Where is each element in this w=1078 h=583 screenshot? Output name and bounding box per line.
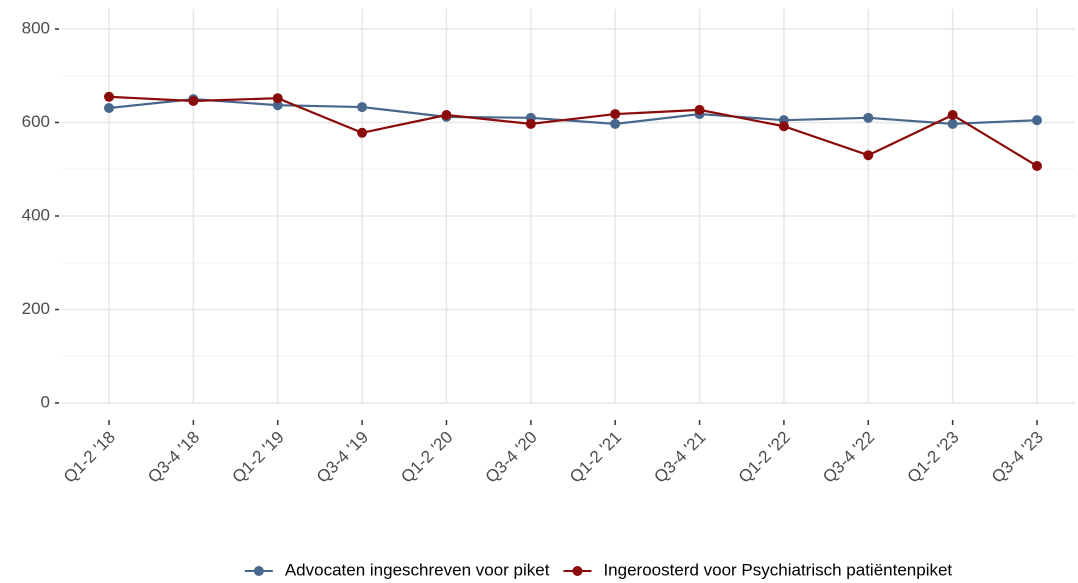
legend-label: Ingeroosterd voor Psychiatrisch patiënte… (603, 560, 952, 579)
legend: Advocaten ingeschreven voor piket Ingeroo… (244, 560, 952, 579)
data-point (441, 110, 452, 121)
x-tick-label: Q3-4 '23 (988, 428, 1047, 487)
data-point (947, 110, 958, 121)
data-point (863, 112, 874, 123)
data-point (525, 118, 536, 129)
x-tick-label: Q3-4 '21 (650, 428, 709, 487)
legend-item: Advocaten ingeschreven voor piket (244, 560, 550, 579)
y-tick-label: 400 (22, 205, 50, 224)
x-tick-label: Q3-4 '20 (482, 428, 541, 487)
data-point (188, 95, 199, 106)
x-tick-label: Q1-2 '21 (566, 428, 625, 487)
data-point (357, 127, 368, 138)
data-point (104, 103, 114, 114)
legend-marker (572, 566, 583, 576)
data-point (610, 118, 621, 129)
y-tick-label: 0 (41, 392, 50, 411)
x-tick-label: Q1-2 '23 (903, 428, 962, 487)
x-tick-label: Q1-2 '18 (60, 428, 119, 487)
legend-item: Ingeroosterd voor Psychiatrisch patiënte… (563, 560, 952, 579)
legend-marker (253, 566, 264, 576)
series-line (108, 95, 1038, 167)
data-point (1032, 160, 1042, 171)
x-tick-label: Q3-4 '18 (144, 428, 203, 487)
data-point (272, 100, 283, 111)
y-tick-label: 800 (22, 18, 50, 37)
data-point (778, 121, 789, 132)
data-point (694, 104, 705, 115)
x-tick-label: Q3-4 '22 (819, 428, 878, 487)
data-point (947, 118, 958, 129)
x-tick-label: Q3-4 '19 (313, 428, 372, 487)
data-point (1032, 115, 1042, 126)
y-tick-label: 600 (22, 112, 50, 131)
data-point (863, 150, 874, 161)
data-point (272, 93, 283, 104)
data-point (610, 109, 621, 120)
x-tick-label: Q1-2 '20 (397, 428, 456, 487)
legend-label: Advocaten ingeschreven voor piket (285, 560, 550, 579)
y-tick-label: 200 (22, 299, 50, 318)
series-line (108, 98, 1038, 126)
data-point (104, 91, 114, 102)
data-point (357, 102, 368, 113)
x-tick-label: Q1-2 '22 (735, 428, 794, 487)
x-tick-label: Q1-2 '19 (229, 428, 288, 487)
